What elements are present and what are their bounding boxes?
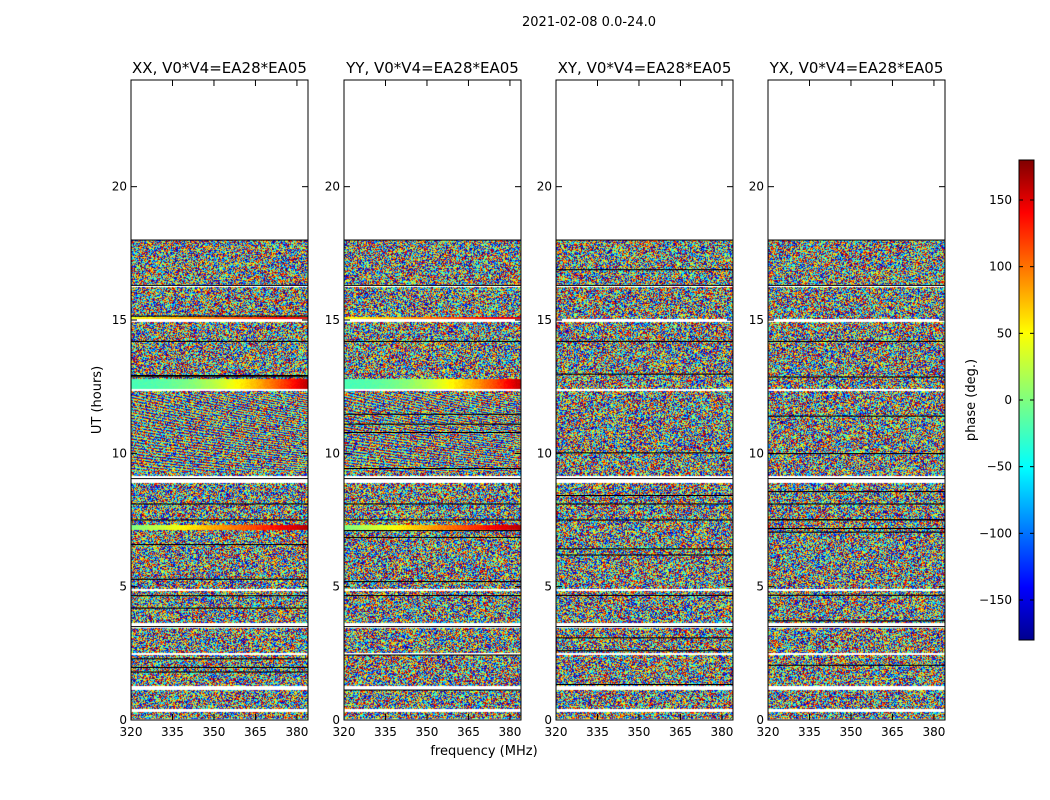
figure-suptitle: 2021-02-08 0.0-24.0 xyxy=(522,15,656,30)
x-tick-label: 365 xyxy=(881,725,904,739)
colorbar-tick-label: 50 xyxy=(997,326,1012,340)
x-tick-label: 380 xyxy=(498,725,521,739)
x-tick-label: 365 xyxy=(457,725,480,739)
panel-title: XX, V0*V4=EA28*EA05 xyxy=(132,59,307,77)
colorbar-tick-label: −50 xyxy=(987,460,1012,474)
y-tick-label: 20 xyxy=(112,180,127,194)
x-tick-label: 320 xyxy=(545,725,568,739)
axes-frame xyxy=(767,79,946,721)
x-tick-label: 335 xyxy=(161,725,184,739)
panel-1: XX, V0*V4=EA28*EA05 320 335 350 365 380 0 5 10 15… xyxy=(112,59,309,739)
y-tick-label: 0 xyxy=(756,713,764,727)
axes-frame xyxy=(343,79,522,721)
panel-3: XY, V0*V4=EA28*EA05 320 335 350 365 380 0 5 10 15… xyxy=(537,59,734,739)
y-tick-label: 5 xyxy=(756,580,764,594)
x-tick-label: 320 xyxy=(757,725,780,739)
x-tick-label: 365 xyxy=(669,725,692,739)
x-tick-label: 320 xyxy=(333,725,356,739)
colorbar-tick-label: 0 xyxy=(1004,393,1012,407)
y-tick-label: 15 xyxy=(112,313,127,327)
y-tick-label: 20 xyxy=(537,180,552,194)
y-tick-label: 0 xyxy=(119,713,127,727)
x-tick-label: 350 xyxy=(203,725,226,739)
phase-heatmap xyxy=(556,240,733,720)
axes-frame xyxy=(130,79,309,721)
y-tick-label: 15 xyxy=(325,313,340,327)
panels: XX, V0*V4=EA28*EA05 320 335 350 365 380 0 5 10 15… xyxy=(112,59,946,739)
y-tick-label: 0 xyxy=(544,713,552,727)
x-tick-label: 335 xyxy=(798,725,821,739)
y-tick-label: 10 xyxy=(537,446,552,460)
phase-heatmap xyxy=(768,240,945,720)
phase-heatmap xyxy=(131,240,308,720)
x-tick-label: 365 xyxy=(244,725,267,739)
colorbar-ticks: −150 −100 −50 0 50 100 150 xyxy=(979,193,1034,607)
x-tick-label: 335 xyxy=(374,725,397,739)
x-tick-label: 335 xyxy=(586,725,609,739)
x-tick-label: 350 xyxy=(416,725,439,739)
x-tick-label: 380 xyxy=(710,725,733,739)
panel-2: YY, V0*V4=EA28*EA05 320 335 350 365 380 0 5 10 15… xyxy=(325,59,522,739)
phase-heatmap xyxy=(344,240,521,720)
colorbar-tick-label: −100 xyxy=(979,526,1012,540)
y-tick-label: 0 xyxy=(332,713,340,727)
panel-title: XY, V0*V4=EA28*EA05 xyxy=(558,59,732,77)
y-axis-label: UT (hours) xyxy=(90,366,105,434)
y-tick-label: 5 xyxy=(119,580,127,594)
x-axis-label: frequency (MHz) xyxy=(430,744,537,759)
y-tick-label: 10 xyxy=(749,446,764,460)
x-tick-label: 350 xyxy=(840,725,863,739)
panel-title: YY, V0*V4=EA28*EA05 xyxy=(345,59,519,77)
x-tick-label: 350 xyxy=(628,725,651,739)
axes-frame xyxy=(555,79,734,721)
panel-4: YX, V0*V4=EA28*EA05 320 335 350 365 380 0 5 10 15… xyxy=(749,59,946,739)
colorbar-tick-label: 100 xyxy=(989,260,1012,274)
y-tick-label: 10 xyxy=(325,446,340,460)
colorbar-tick-label: 150 xyxy=(989,193,1012,207)
y-tick-label: 15 xyxy=(749,313,764,327)
colorbar-label: phase (deg.) xyxy=(964,359,979,441)
y-tick-label: 5 xyxy=(332,580,340,594)
x-tick-label: 320 xyxy=(120,725,143,739)
colorbar: −150 −100 −50 0 50 100 150 phase (deg.) xyxy=(964,159,1035,641)
y-tick-label: 20 xyxy=(325,180,340,194)
colorbar-tick-label: −150 xyxy=(979,593,1012,607)
x-tick-label: 380 xyxy=(922,725,945,739)
panel-title: YX, V0*V4=EA28*EA05 xyxy=(769,59,944,77)
y-tick-label: 20 xyxy=(749,180,764,194)
y-tick-label: 5 xyxy=(544,580,552,594)
y-tick-label: 15 xyxy=(537,313,552,327)
x-tick-label: 380 xyxy=(285,725,308,739)
y-tick-label: 10 xyxy=(112,446,127,460)
